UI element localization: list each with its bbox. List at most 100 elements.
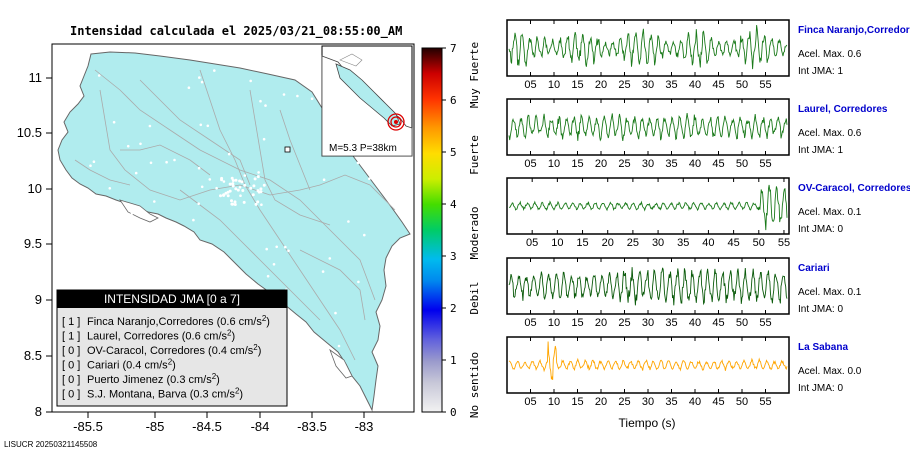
time-tick-label: 35 [665, 158, 677, 170]
time-tick-label: 25 [618, 79, 630, 91]
lon-tick-label: -85.5 [73, 419, 103, 434]
time-tick-label: 35 [665, 317, 677, 329]
station-name: OV-Caracol, Corredores [798, 183, 910, 194]
scale-tick-label: 4 [450, 198, 457, 211]
time-tick-label: 15 [571, 317, 583, 329]
legend-station-entry: S.J. Montana, Barva (0.3 cm/s2) [87, 387, 243, 401]
legend-station-text: Laurel, Corredores (0.6 cm/s [87, 331, 227, 343]
scale-tick-label: 3 [450, 250, 457, 263]
time-tick-label: 25 [627, 237, 639, 249]
legend-station-text: Finca Naranjo,Corredores (0.6 cm/s [87, 316, 262, 328]
legend-level: [ 1 ] [62, 331, 80, 343]
legend-station-text: S.J. Montana, Barva (0.3 cm/s [87, 389, 235, 401]
legend-station-entry: Finca Naranjo,Corredores (0.6 cm/s2) [87, 314, 270, 328]
time-tick-label: 30 [642, 158, 654, 170]
waveform-line [508, 112, 788, 142]
map-frame [51, 43, 415, 413]
station-max-accel: Acel. Max. 0.1 [798, 287, 862, 298]
lon-tick-label: -85 [146, 419, 165, 434]
lat-tick-label: 8 [35, 404, 42, 419]
time-tick-label: 45 [727, 237, 739, 249]
time-axis-label: Tiempo (s) [619, 416, 676, 430]
scale-category-label: Muy Fuerte [468, 42, 481, 108]
lon-tick-label: -83 [355, 419, 374, 434]
waveform-panel: 05 10 15 20 25 30 35 40 45 50 55 La Sabana Acel. Max… [506, 336, 862, 408]
scale-tick-label: 5 [450, 146, 457, 159]
station-jma-intensity: Int JMA: 0 [798, 304, 843, 315]
time-tick-label: 40 [689, 396, 701, 408]
waveform-panel: 05 10 15 20 25 30 35 40 45 50 55 OV-Caracol, Corred… [506, 177, 910, 249]
station-max-accel: Acel. Max. 0.0 [798, 366, 862, 377]
station-name: Laurel, Corredores [798, 104, 888, 115]
legend-station-entry: OV-Caracol, Corredores (0.4 cm/s2) [87, 343, 261, 357]
time-tick-label: 15 [571, 396, 583, 408]
waveform-frame [506, 257, 790, 315]
intensity-legend: INTENSIDAD JMA [0 a 7] [ 1 ] Finca Naranj… [56, 289, 288, 407]
legend-level: [ 1 ] [62, 316, 80, 328]
time-tick-label: 50 [736, 79, 748, 91]
lat-tick-label: 10.5 [17, 125, 42, 140]
intensity-color-scale: 0 1 2 3 4 5 6 7 No sentido Debil Moderado Fuerte Muy… [421, 42, 481, 419]
station-jma-intensity: Int JMA: 1 [798, 145, 843, 156]
waveform-line [508, 341, 788, 381]
lon-tick-label: -83.5 [297, 419, 327, 434]
time-tick-label: 40 [689, 158, 701, 170]
time-tick-label: 05 [526, 237, 538, 249]
station-max-accel: Acel. Max. 0.1 [798, 207, 862, 218]
legend-close: ) [172, 360, 176, 372]
time-tick-label: 55 [759, 79, 771, 91]
lat-tick-label: 9 [35, 292, 42, 307]
lon-tick-label: -84.5 [192, 419, 222, 434]
legend-unit-exponent: 2 [168, 358, 173, 367]
time-tick-label: 10 [551, 237, 563, 249]
station-jma-intensity: Int JMA: 0 [798, 383, 843, 394]
time-tick-label: 10 [548, 317, 560, 329]
time-tick-label: 10 [548, 396, 560, 408]
legend-station-entry: Cariari (0.4 cm/s2) [87, 358, 176, 372]
legend-station-text: Puerto Jimenez (0.3 cm/s [87, 374, 212, 386]
legend-close: ) [266, 316, 270, 328]
station-marker [284, 146, 291, 153]
time-tick-label: 30 [642, 79, 654, 91]
time-tick-label: 05 [524, 317, 536, 329]
time-tick-label: 50 [736, 158, 748, 170]
time-tick-label: 55 [759, 396, 771, 408]
station-jma-intensity: Int JMA: 0 [798, 224, 843, 235]
legend-station-entry: Puerto Jimenez (0.3 cm/s2) [87, 372, 220, 386]
time-tick-label: 55 [778, 237, 790, 249]
lat-tick-label: 11 [29, 70, 43, 85]
location-inset: M=5.3 P=38km [321, 45, 413, 157]
time-tick-label: 30 [642, 317, 654, 329]
figure-title: Intensidad calculada el 2025/03/21_08:55… [70, 24, 402, 39]
scale-tick-label: 7 [450, 42, 457, 55]
time-tick-label: 50 [736, 317, 748, 329]
legend-title: INTENSIDAD JMA [0 a 7] [104, 292, 240, 306]
lat-tick-label: 8.5 [24, 348, 42, 363]
waveform-line [509, 184, 788, 231]
map-axes: -85.5 -85 -84.5 -84 -83.5 -83 11 10.5 10 9.5 9 8.5 8 [17, 70, 374, 434]
legend-level: [ 0 ] [62, 389, 80, 401]
time-tick-label: 20 [595, 396, 607, 408]
legend-close: ) [231, 331, 235, 343]
scale-category-label: Moderado [468, 207, 481, 260]
time-tick-label: 45 [712, 79, 724, 91]
legend-station-text: OV-Caracol, Corredores (0.4 cm/s [87, 345, 254, 357]
legend-level: [ 0 ] [62, 360, 80, 372]
time-tick-label: 05 [524, 79, 536, 91]
time-tick-label: 15 [571, 79, 583, 91]
scale-category-label: Debil [468, 281, 481, 314]
legend-close: ) [239, 389, 243, 401]
color-scale-bar [421, 47, 443, 413]
magnitude-depth-label: M=5.3 P=38km [329, 143, 397, 154]
waveform-panel: 05 10 15 20 25 30 35 40 45 50 55 Laurel, Corredores… [506, 98, 888, 170]
time-tick-label: 05 [524, 396, 536, 408]
station-name: Finca Naranjo,Corredores [798, 25, 910, 36]
time-tick-label: 40 [702, 237, 714, 249]
time-tick-label: 45 [712, 396, 724, 408]
time-tick-label: 20 [595, 158, 607, 170]
waveform-frame [506, 98, 790, 156]
waveform-panel: 05 10 15 20 25 30 35 40 45 50 55 Finca Naranjo,Corr… [506, 19, 910, 91]
waveform-frame [506, 177, 790, 235]
legend-level: [ 0 ] [62, 374, 80, 386]
station-name: La Sabana [798, 342, 848, 353]
